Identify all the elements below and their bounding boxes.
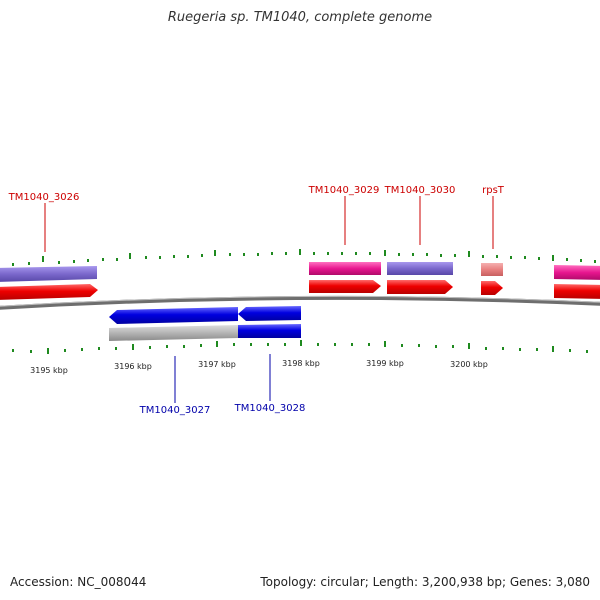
cds-next-arrow[interactable] [554,284,600,299]
cds-tm1040-3030-arrow[interactable] [387,280,453,294]
map-title: Ruegeria sp. TM1040, complete genome [167,10,433,25]
forward-cds-band [0,280,600,300]
gene-label-tm1040-3030[interactable]: TM1040_3030 [384,185,456,196]
gene-tm1040-3028-bar[interactable] [238,324,301,338]
scale-label: 3195 kbp [30,366,68,375]
scale-label: 3199 kbp [366,359,404,368]
scale-label: 3198 kbp [282,359,320,368]
tick-marks-bottom [12,340,588,354]
reverse-gene-band [109,324,301,341]
scale-label: 3197 kbp [198,360,236,369]
reverse-cds-band [109,306,301,324]
cds-tm1040-3027-arrow[interactable] [109,307,238,324]
gene-label-rpst[interactable]: rpsT [482,185,505,196]
gene-tm1040-3030-bar[interactable] [387,262,453,275]
forward-gene-band [0,262,600,282]
cds-rpst-arrow[interactable] [481,281,503,295]
gene-label-tm1040-3027[interactable]: TM1040_3027 [139,405,211,416]
accession-label: Accession: NC_008044 [10,575,147,589]
topology-label: Topology: circular; Length: 3,200,938 bp… [260,575,590,589]
scale-labels: 3195 kbp 3196 kbp 3197 kbp 3198 kbp 3199… [30,359,488,375]
cds-tm1040-3028-arrow[interactable] [238,306,301,321]
gene-rpst-bar[interactable] [481,263,503,276]
genome-backbone-highlight [0,295,600,307]
tick-marks-top [12,249,596,266]
gene-tm1040-3027-bar[interactable] [109,325,238,341]
label-leaders [44,196,494,403]
cds-tm1040-3029-arrow[interactable] [309,280,381,293]
gene-tm1040-3029-bar[interactable] [309,262,381,275]
cds-tm1040-3026-arrow[interactable] [0,284,98,300]
gene-tm1040-3026-bar[interactable] [0,266,97,282]
gene-label-tm1040-3029[interactable]: TM1040_3029 [308,185,380,196]
genome-backbone [0,295,600,310]
scale-label: 3196 kbp [114,362,152,371]
gene-label-tm1040-3026[interactable]: TM1040_3026 [8,192,80,203]
gene-label-tm1040-3028[interactable]: TM1040_3028 [234,403,306,414]
gene-next-bar[interactable] [554,265,600,280]
scale-label: 3200 kbp [450,360,488,369]
gene-labels: TM1040_3026 TM1040_3029 TM1040_3030 rpsT… [8,185,505,416]
